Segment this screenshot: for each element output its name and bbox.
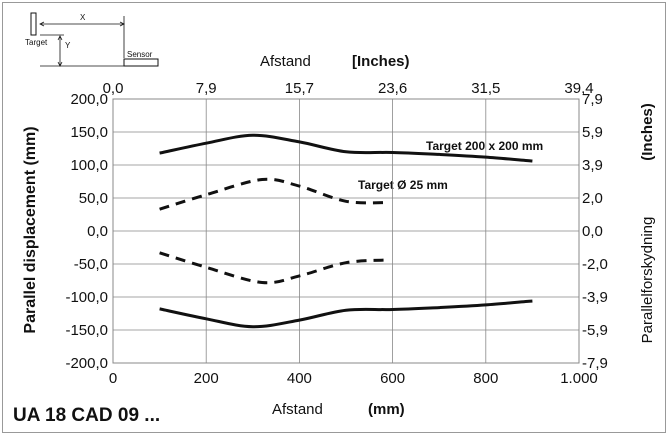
x-tick-label-top: 0,0 bbox=[103, 80, 124, 97]
x-tick-label-top: 15,7 bbox=[285, 80, 314, 97]
right-axis-unit: (Inches) bbox=[639, 103, 656, 161]
left-axis-title: Parallel displacement (mm) bbox=[22, 126, 39, 333]
y-tick-label-right: -7,9 bbox=[582, 355, 608, 372]
bottom-axis-title: Afstand bbox=[272, 401, 323, 418]
y-tick-label-right: 5,9 bbox=[582, 124, 603, 141]
series-line-target-25mm-3 bbox=[159, 251, 389, 285]
x-tick-label-top: 31,5 bbox=[471, 80, 500, 97]
inset-diagram: Target X Y Sensor bbox=[25, 12, 159, 67]
x-tick-label-top: 39,4 bbox=[564, 80, 593, 97]
plot-area: 200,0 150,0 100,0 50,0 0,0 -50,0 -100,0 -150,0 -… bbox=[65, 80, 607, 387]
y-tick-label-left: 50,0 bbox=[79, 190, 108, 207]
y-tick-label-left: 150,0 bbox=[70, 124, 108, 141]
y-tick-label-right: 2,0 bbox=[582, 190, 603, 207]
y-tick-label-left: -100,0 bbox=[65, 289, 108, 306]
inset-x-label: X bbox=[80, 13, 86, 22]
y-tick-label-right: -3,9 bbox=[582, 289, 608, 306]
annotation-target-large: Target 200 x 200 mm bbox=[426, 139, 543, 153]
y-tick-label-right: -2,0 bbox=[582, 256, 608, 273]
y-tick-label-left: -150,0 bbox=[65, 322, 108, 339]
x-tick-label-top: 23,6 bbox=[378, 80, 407, 97]
y-tick-label-left: 200,0 bbox=[70, 91, 108, 108]
top-axis-title: Afstand bbox=[260, 53, 311, 70]
y-tick-label-right: 0,0 bbox=[582, 223, 603, 240]
top-axis-unit: [Inches) bbox=[352, 53, 410, 70]
series-line-target-25mm-2 bbox=[159, 177, 388, 211]
inset-target-icon bbox=[30, 12, 37, 36]
x-tick-label-bottom: 600 bbox=[380, 370, 405, 387]
plot-border bbox=[112, 98, 580, 364]
x-tick-label-bottom: 200 bbox=[194, 370, 219, 387]
x-tick-label-bottom: 0 bbox=[109, 370, 117, 387]
annotation-target-small: Target Ø 25 mm bbox=[358, 178, 448, 192]
y-tick-label-left: -50,0 bbox=[74, 256, 108, 273]
y-tick-label-right: 3,9 bbox=[582, 157, 603, 174]
inset-target-label: Target bbox=[25, 38, 48, 47]
series-line-target-200mm-1 bbox=[159, 299, 533, 329]
y-tick-label-left: -200,0 bbox=[65, 355, 108, 372]
y-tick-label-right: 7,9 bbox=[582, 91, 603, 108]
footer-code: UA 18 CAD 09 ... bbox=[13, 405, 160, 426]
y-tick-label-right: -5,9 bbox=[582, 322, 608, 339]
x-tick-label-top: 7,9 bbox=[196, 80, 217, 97]
x-tick-label-bottom: 1.000 bbox=[560, 370, 598, 387]
y-tick-label-left: 100,0 bbox=[70, 157, 108, 174]
inset-sensor-icon bbox=[123, 58, 159, 67]
x-tick-label-bottom: 800 bbox=[473, 370, 498, 387]
bottom-axis-unit: (mm) bbox=[368, 401, 405, 418]
y-tick-label-left: 0,0 bbox=[87, 223, 108, 240]
inset-y-arrow-top bbox=[57, 35, 63, 41]
right-axis-title: Parallelforskydning bbox=[639, 217, 656, 344]
inset-x-arrow-left bbox=[39, 21, 45, 27]
series-line-target-200mm-0 bbox=[159, 133, 533, 163]
inset-y-label: Y bbox=[65, 41, 71, 50]
inset-sensor-label: Sensor bbox=[127, 50, 153, 59]
x-tick-label-bottom: 400 bbox=[287, 370, 312, 387]
